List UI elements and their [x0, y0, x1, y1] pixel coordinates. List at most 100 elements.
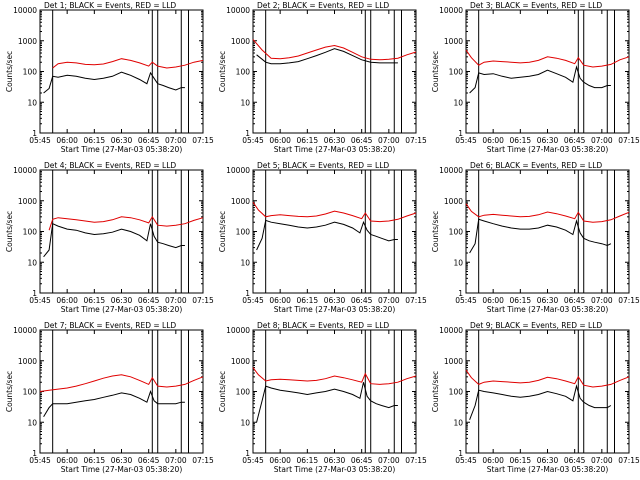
x-tick-label: 06:45 — [138, 136, 160, 145]
x-tick-label: 07:15 — [192, 136, 214, 145]
x-tick-label: 06:30 — [537, 136, 559, 145]
x-axis-label: Start Time (27-Mar-03 05:38:20) — [61, 145, 183, 154]
y-axis-label: Counts/sec — [431, 51, 440, 92]
y-tick-label: 10 — [27, 258, 37, 267]
chart-title: Det 5; BLACK = Events, RED = LLD — [257, 161, 389, 170]
y-tick-label: 1000 — [444, 37, 463, 46]
y-tick-label: 1 — [32, 129, 37, 138]
x-tick-label: 06:45 — [138, 296, 160, 305]
x-tick-label: 06:45 — [564, 136, 586, 145]
series-line-events — [43, 222, 185, 258]
x-tick-label: 07:00 — [165, 136, 187, 145]
x-tick-label: 05:45 — [29, 136, 51, 145]
x-tick-label: 06:45 — [564, 456, 586, 465]
y-tick-label: 10 — [27, 98, 37, 107]
y-tick-label: 100 — [449, 68, 464, 77]
y-tick-label: 1000 — [231, 357, 250, 366]
x-tick-label: 06:00 — [269, 456, 291, 465]
x-tick-label: 06:15 — [297, 136, 319, 145]
y-tick-label: 10000 — [13, 6, 37, 15]
x-tick-label: 06:00 — [482, 136, 504, 145]
y-tick-label: 10 — [240, 98, 250, 107]
x-tick-label: 05:45 — [29, 296, 51, 305]
x-tick-label: 07:15 — [405, 136, 427, 145]
x-tick-label: 07:00 — [591, 456, 613, 465]
chart-panel-9: Det 9; BLACK = Events, RED = LLD 1 10 100 10… — [431, 321, 640, 474]
x-tick-label: 07:00 — [378, 296, 400, 305]
y-tick-label: 1000 — [18, 357, 37, 366]
y-tick-label: 10000 — [13, 326, 37, 335]
x-tick-label: 06:00 — [482, 296, 504, 305]
y-tick-label: 1000 — [18, 197, 37, 206]
series-line-lld — [465, 369, 630, 388]
chart-panel-5: Det 5; BLACK = Events, RED = LLD 1 10 100 10… — [218, 161, 427, 314]
x-tick-label: 06:45 — [564, 296, 586, 305]
series-line-events — [256, 219, 398, 251]
x-axis-label: Start Time (27-Mar-03 05:38:20) — [274, 305, 396, 314]
y-tick-label: 10000 — [226, 6, 250, 15]
series-line-events — [256, 48, 398, 65]
series-line-events — [469, 218, 612, 254]
x-tick-label: 06:15 — [297, 456, 319, 465]
x-axis-label: Start Time (27-Mar-03 05:38:20) — [61, 465, 183, 474]
chart-title: Det 9; BLACK = Events, RED = LLD — [470, 321, 602, 330]
y-tick-label: 100 — [236, 68, 251, 77]
x-tick-label: 07:00 — [378, 456, 400, 465]
x-tick-label: 07:15 — [405, 296, 427, 305]
y-tick-label: 10000 — [439, 326, 463, 335]
x-tick-label: 07:00 — [165, 456, 187, 465]
series-line-lld — [252, 367, 417, 385]
x-axis-label: Start Time (27-Mar-03 05:38:20) — [487, 465, 609, 474]
y-tick-label: 10000 — [13, 166, 37, 175]
series-line-lld — [465, 203, 630, 223]
x-axis-label: Start Time (27-Mar-03 05:38:20) — [487, 305, 609, 314]
x-tick-label: 07:15 — [192, 296, 214, 305]
y-tick-label: 1000 — [231, 37, 250, 46]
x-axis-label: Start Time (27-Mar-03 05:38:20) — [274, 465, 396, 474]
x-tick-label: 06:45 — [351, 456, 373, 465]
series-line-lld — [48, 215, 204, 231]
y-tick-label: 10 — [453, 98, 463, 107]
x-tick-label: 06:30 — [324, 296, 346, 305]
x-tick-label: 06:15 — [510, 136, 532, 145]
x-tick-label: 07:15 — [405, 456, 427, 465]
chart-title: Det 1; BLACK = Events, RED = LLD — [44, 1, 176, 10]
y-tick-label: 1 — [32, 449, 37, 458]
y-tick-label: 100 — [23, 228, 38, 237]
y-tick-label: 10 — [240, 418, 250, 427]
y-tick-label: 1 — [458, 129, 463, 138]
x-tick-label: 06:15 — [510, 296, 532, 305]
chart-title: Det 6; BLACK = Events, RED = LLD — [470, 161, 602, 170]
chart-panel-7: Det 7; BLACK = Events, RED = LLD 1 10 100 10… — [5, 321, 214, 474]
plot-frame — [39, 329, 204, 454]
series-line-lld — [252, 201, 417, 223]
plot-frame — [39, 169, 204, 294]
series-line-lld — [465, 49, 630, 68]
y-tick-label: 100 — [236, 388, 251, 397]
y-tick-label: 10 — [453, 258, 463, 267]
chart-title: Det 8; BLACK = Events, RED = LLD — [257, 321, 389, 330]
x-tick-label: 06:15 — [84, 456, 106, 465]
chart-panel-2: Det 2; BLACK = Events, RED = LLD 1 10 100 10… — [218, 1, 427, 154]
x-tick-label: 06:30 — [537, 296, 559, 305]
x-tick-label: 06:30 — [324, 456, 346, 465]
x-axis-label: Start Time (27-Mar-03 05:38:20) — [487, 145, 609, 154]
chart-title: Det 4; BLACK = Events, RED = LLD — [44, 161, 176, 170]
chart-panel-8: Det 8; BLACK = Events, RED = LLD 1 10 100 10… — [218, 321, 427, 474]
series-line-lld — [39, 374, 204, 392]
x-tick-label: 07:00 — [165, 296, 187, 305]
plot-frame — [252, 9, 417, 134]
y-tick-label: 1 — [245, 289, 250, 298]
x-tick-label: 05:45 — [455, 296, 477, 305]
x-tick-label: 06:30 — [111, 136, 133, 145]
chart-panel-6: Det 6; BLACK = Events, RED = LLD 1 10 100 10… — [431, 161, 640, 314]
x-tick-label: 05:45 — [242, 136, 264, 145]
series-line-events — [469, 65, 611, 94]
y-tick-label: 100 — [23, 68, 38, 77]
y-tick-label: 1 — [245, 129, 250, 138]
x-tick-label: 06:00 — [56, 136, 78, 145]
y-tick-label: 10000 — [226, 326, 250, 335]
y-axis-label: Counts/sec — [5, 371, 14, 412]
y-axis-label: Counts/sec — [5, 211, 14, 252]
y-axis-label: Counts/sec — [5, 51, 14, 92]
